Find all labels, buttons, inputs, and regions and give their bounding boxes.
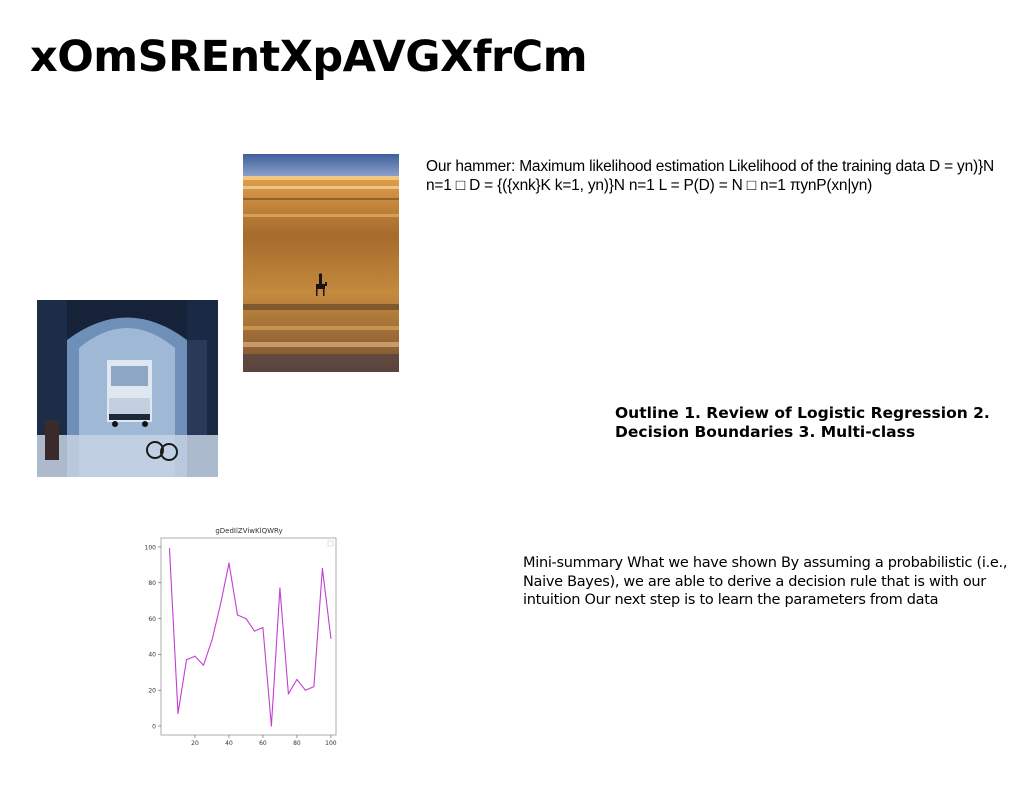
data-point xyxy=(270,725,273,727)
y-tick-label: 80 xyxy=(148,580,156,587)
outline-text: Outline 1. Review of Logistic Regression… xyxy=(615,404,990,441)
x-tick-label: 100 xyxy=(325,740,337,747)
data-point xyxy=(219,603,222,605)
data-point xyxy=(279,587,281,589)
y-tick-label: 20 xyxy=(148,688,156,695)
archway-truck-photo xyxy=(37,300,218,477)
data-point xyxy=(304,689,307,691)
data-point xyxy=(253,630,256,632)
data-point xyxy=(236,614,239,616)
data-point xyxy=(330,637,332,639)
line-chart: gDedIlZViwKlQWRy 0 20 40 60 80 100 20 40 60 80 10… xyxy=(145,527,337,747)
data-point xyxy=(262,626,264,629)
x-tick-label: 40 xyxy=(225,740,233,747)
data-point xyxy=(287,693,290,695)
x-tick-label: 20 xyxy=(191,740,199,747)
x-tick-label: 80 xyxy=(293,740,301,747)
data-point xyxy=(313,686,315,688)
data-point xyxy=(185,659,188,661)
data-point xyxy=(177,712,179,715)
y-tick-label: 100 xyxy=(145,544,157,551)
data-point xyxy=(228,562,230,564)
y-tick-label: 60 xyxy=(148,616,156,623)
beach-horse-photo xyxy=(243,154,399,372)
data-point xyxy=(245,617,247,620)
chart-plot-frame xyxy=(160,537,337,736)
y-tick-label: 0 xyxy=(152,723,156,730)
slide-title: xOmSREntXpAVGXfrCm xyxy=(30,32,588,82)
data-point xyxy=(194,655,196,657)
chart-legend-box xyxy=(327,540,334,547)
series-line xyxy=(168,548,332,727)
hammer-text: Our hammer: Maximum likelihood estimatio… xyxy=(426,158,994,194)
summary-text: Mini-summary What we have shown By assum… xyxy=(523,555,1008,608)
data-point xyxy=(321,567,324,570)
data-point xyxy=(296,678,298,681)
x-tick-label: 60 xyxy=(259,740,267,747)
data-point xyxy=(168,548,171,550)
data-point xyxy=(202,664,205,666)
data-point xyxy=(211,639,213,641)
y-tick-label: 40 xyxy=(148,652,156,659)
chart-title: gDedIlZViwKlQWRy xyxy=(215,527,282,535)
horse-rider-silhouette xyxy=(316,273,327,296)
